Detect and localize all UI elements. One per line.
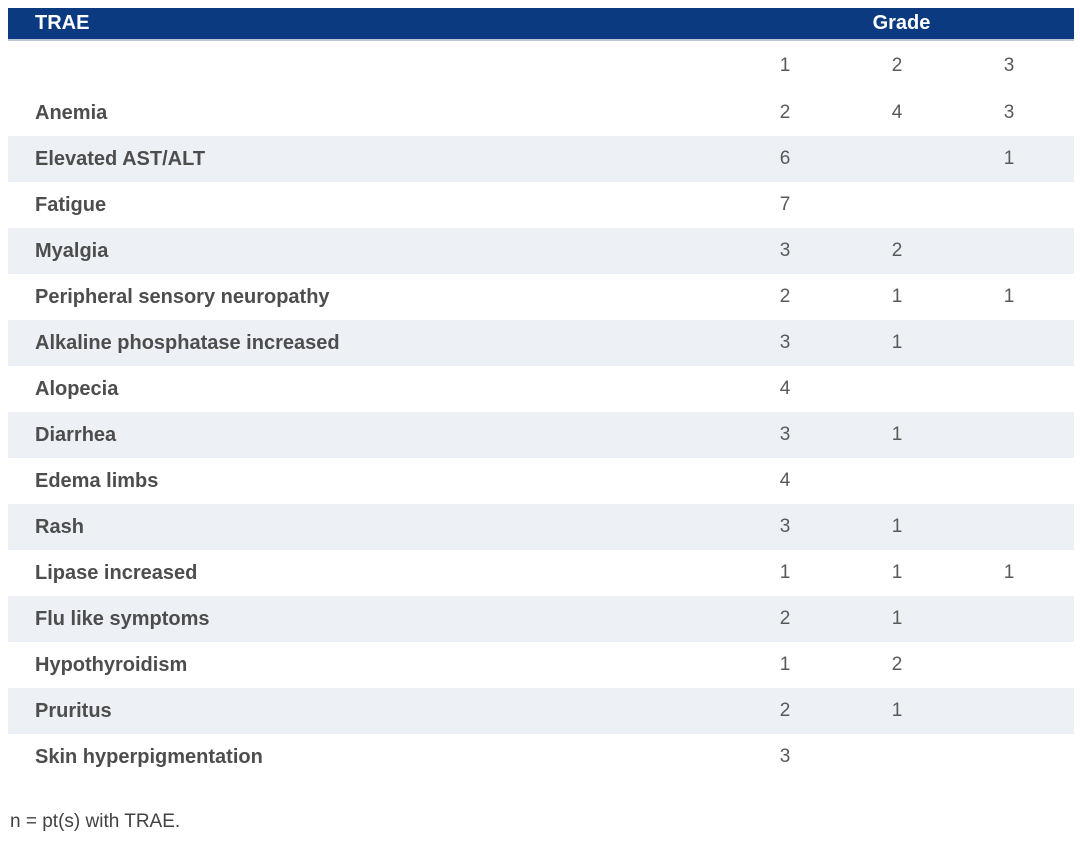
trae-name-cell: Alopecia: [8, 366, 729, 412]
table-row: Diarrhea 3 1: [8, 412, 1075, 458]
grade1-cell: 2: [729, 596, 841, 642]
trae-name-cell: Lipase increased: [8, 550, 729, 596]
grade2-cell: 1: [841, 504, 953, 550]
grade1-cell: 4: [729, 366, 841, 412]
table-row: Flu like symptoms 2 1: [8, 596, 1075, 642]
grade3-cell: [953, 320, 1075, 366]
trae-name-cell: Flu like symptoms: [8, 596, 729, 642]
grade3-cell: [953, 182, 1075, 228]
table-header-row: TRAE Grade: [8, 8, 1075, 41]
table-row: Rash 3 1: [8, 504, 1075, 550]
grade2-cell: 1: [841, 320, 953, 366]
trae-name-cell: Fatigue: [8, 182, 729, 228]
grade-column-header-2: 2: [841, 40, 953, 90]
grade1-cell: 3: [729, 504, 841, 550]
trae-name-cell: Peripheral sensory neuropathy: [8, 274, 729, 320]
trae-name-cell: Pruritus: [8, 688, 729, 734]
grade2-cell: [841, 734, 953, 780]
grade1-cell: 3: [729, 734, 841, 780]
grade3-cell: [953, 228, 1075, 274]
grade3-cell: 1: [953, 550, 1075, 596]
grade2-cell: 2: [841, 228, 953, 274]
table-row: Pruritus 2 1: [8, 688, 1075, 734]
grade2-cell: [841, 366, 953, 412]
grade3-cell: [953, 366, 1075, 412]
trae-name-cell: Hypothyroidism: [8, 642, 729, 688]
table-row: Edema limbs 4: [8, 458, 1075, 504]
table-row: Alkaline phosphatase increased 3 1: [8, 320, 1075, 366]
grade1-cell: 2: [729, 274, 841, 320]
table-row: Anemia 2 4 3: [8, 90, 1075, 136]
grade1-cell: 2: [729, 90, 841, 136]
grade3-cell: 1: [953, 136, 1075, 182]
table-row: Hypothyroidism 1 2: [8, 642, 1075, 688]
table-row: Myalgia 3 2: [8, 228, 1075, 274]
grade3-cell: [953, 688, 1075, 734]
trae-name-cell: Anemia: [8, 90, 729, 136]
trae-name-cell: Rash: [8, 504, 729, 550]
trae-table-container: TRAE Grade 1 2 3 Anemia 2 4 3 Elevated A…: [8, 8, 1075, 780]
grade2-cell: [841, 182, 953, 228]
table-header-grade: Grade: [729, 8, 1075, 41]
trae-name-cell: Edema limbs: [8, 458, 729, 504]
grade3-cell: [953, 734, 1075, 780]
trae-name-cell: Skin hyperpigmentation: [8, 734, 729, 780]
grade2-cell: 1: [841, 412, 953, 458]
grade3-cell: [953, 504, 1075, 550]
table-row: Alopecia 4: [8, 366, 1075, 412]
trae-name-cell: Alkaline phosphatase increased: [8, 320, 729, 366]
table-row: Lipase increased 1 1 1: [8, 550, 1075, 596]
trae-name-cell: Myalgia: [8, 228, 729, 274]
table-row: Fatigue 7: [8, 182, 1075, 228]
grade3-cell: 1: [953, 274, 1075, 320]
table-footnote: n = pt(s) with TRAE.: [10, 811, 181, 832]
grade2-cell: 2: [841, 642, 953, 688]
grade2-cell: 1: [841, 688, 953, 734]
grade1-cell: 1: [729, 642, 841, 688]
table-header-trae: TRAE: [8, 8, 729, 41]
grade3-cell: [953, 596, 1075, 642]
grade2-cell: 1: [841, 596, 953, 642]
grade1-cell: 7: [729, 182, 841, 228]
trae-name-cell: Diarrhea: [8, 412, 729, 458]
grade1-cell: 4: [729, 458, 841, 504]
grade1-cell: 6: [729, 136, 841, 182]
grade1-cell: 3: [729, 412, 841, 458]
grade-subheader-row: 1 2 3: [8, 40, 1075, 90]
trae-table: TRAE Grade 1 2 3 Anemia 2 4 3 Elevated A…: [8, 8, 1075, 780]
grade2-cell: 4: [841, 90, 953, 136]
grade2-cell: [841, 458, 953, 504]
grade1-cell: 1: [729, 550, 841, 596]
grade3-cell: [953, 458, 1075, 504]
grade-column-header-1: 1: [729, 40, 841, 90]
table-row: Elevated AST/ALT 6 1: [8, 136, 1075, 182]
grade-column-header-3: 3: [953, 40, 1075, 90]
grade2-cell: 1: [841, 550, 953, 596]
grade1-cell: 3: [729, 228, 841, 274]
grade-subheader-spacer: [8, 40, 729, 90]
grade2-cell: [841, 136, 953, 182]
table-row: Peripheral sensory neuropathy 2 1 1: [8, 274, 1075, 320]
grade2-cell: 1: [841, 274, 953, 320]
grade1-cell: 2: [729, 688, 841, 734]
trae-name-cell: Elevated AST/ALT: [8, 136, 729, 182]
grade3-cell: 3: [953, 90, 1075, 136]
grade1-cell: 3: [729, 320, 841, 366]
grade3-cell: [953, 642, 1075, 688]
grade3-cell: [953, 412, 1075, 458]
table-row: Skin hyperpigmentation 3: [8, 734, 1075, 780]
